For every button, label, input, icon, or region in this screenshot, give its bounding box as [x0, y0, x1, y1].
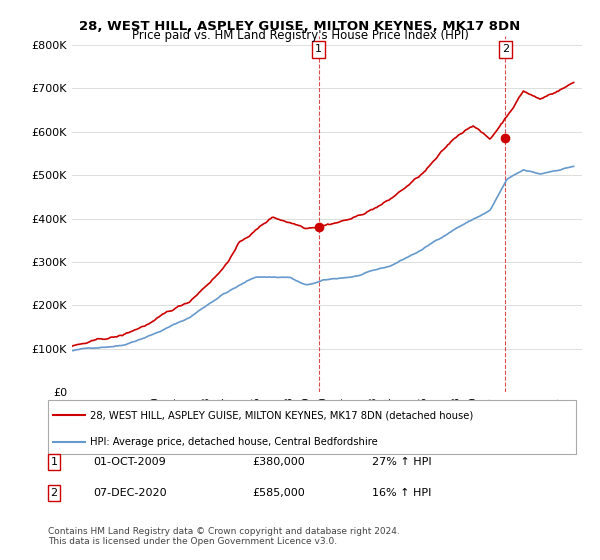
- Text: 1: 1: [50, 457, 58, 467]
- Text: 16% ↑ HPI: 16% ↑ HPI: [372, 488, 431, 498]
- Text: 28, WEST HILL, ASPLEY GUISE, MILTON KEYNES, MK17 8DN (detached house): 28, WEST HILL, ASPLEY GUISE, MILTON KEYN…: [90, 410, 473, 421]
- Text: 28, WEST HILL, ASPLEY GUISE, MILTON KEYNES, MK17 8DN: 28, WEST HILL, ASPLEY GUISE, MILTON KEYN…: [79, 20, 521, 32]
- FancyBboxPatch shape: [48, 400, 576, 454]
- Text: 27% ↑ HPI: 27% ↑ HPI: [372, 457, 431, 467]
- Text: Price paid vs. HM Land Registry's House Price Index (HPI): Price paid vs. HM Land Registry's House …: [131, 29, 469, 42]
- Text: Contains HM Land Registry data © Crown copyright and database right 2024.
This d: Contains HM Land Registry data © Crown c…: [48, 526, 400, 546]
- Text: £380,000: £380,000: [252, 457, 305, 467]
- Text: 2: 2: [502, 44, 509, 54]
- Text: £585,000: £585,000: [252, 488, 305, 498]
- Text: HPI: Average price, detached house, Central Bedfordshire: HPI: Average price, detached house, Cent…: [90, 437, 378, 447]
- Text: 1: 1: [315, 44, 322, 54]
- Text: 01-OCT-2009: 01-OCT-2009: [93, 457, 166, 467]
- Text: 2: 2: [50, 488, 58, 498]
- Text: 07-DEC-2020: 07-DEC-2020: [93, 488, 167, 498]
